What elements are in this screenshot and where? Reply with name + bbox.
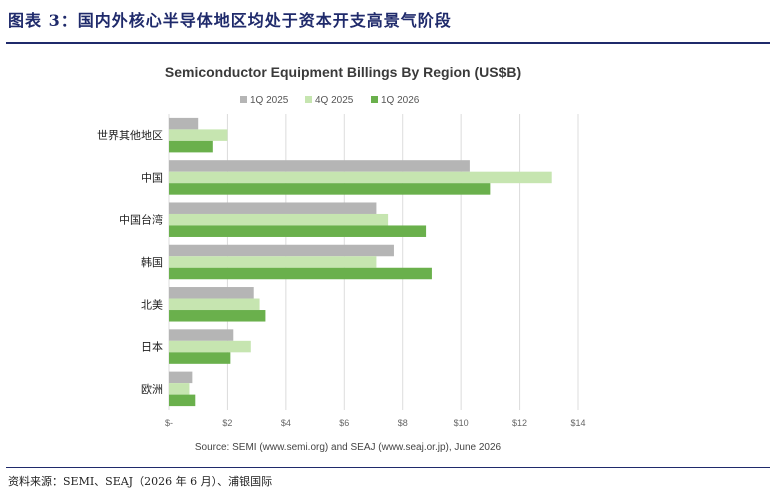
bar <box>169 140 213 153</box>
bar <box>169 352 231 364</box>
bar <box>169 371 193 384</box>
top-divider <box>6 42 770 44</box>
bar <box>169 394 196 407</box>
category-label: 北美 <box>141 298 163 311</box>
category-label: 世界其他地区 <box>97 129 163 142</box>
category-label: 中国台湾 <box>119 213 163 227</box>
bar <box>169 225 427 237</box>
category-label: 中国 <box>141 171 163 184</box>
figure-title: 图表 3：国内外核心半导体地区均处于资本开支高景气阶段 <box>8 11 452 30</box>
x-tick-label: $8 <box>398 418 408 428</box>
bar <box>169 340 251 353</box>
bar <box>169 171 552 184</box>
chart-title: Semiconductor Equipment Billings By Regi… <box>165 64 521 80</box>
bar <box>169 183 491 195</box>
bar <box>169 310 266 322</box>
bar <box>169 160 470 172</box>
x-tick-label: $12 <box>512 418 527 428</box>
bar <box>169 298 260 311</box>
category-label: 日本 <box>141 340 163 354</box>
bar <box>169 129 228 141</box>
x-tick-label: $10 <box>454 418 469 428</box>
legend-swatch <box>371 96 378 103</box>
figure-source: 资料来源：SEMI、SEAJ（2026 年 6 月）、浦银国际 <box>8 475 273 488</box>
legend-swatch <box>305 96 312 103</box>
x-tick-label: $2 <box>222 418 232 428</box>
x-tick-label: $- <box>165 418 173 428</box>
legend-label: 1Q 2025 <box>250 95 289 106</box>
x-tick-label: $14 <box>570 418 585 428</box>
chart-source-note: Source: SEMI (www.semi.org) and SEAJ (ww… <box>195 442 502 453</box>
bar <box>169 383 190 395</box>
bar <box>169 256 377 268</box>
bottom-divider <box>6 467 770 468</box>
bar <box>169 267 432 280</box>
chart-legend: 1Q 2025 4Q 2025 1Q 2026 <box>240 95 420 106</box>
bar <box>169 244 394 257</box>
legend-label: 1Q 2026 <box>381 95 420 106</box>
x-tick-label: $4 <box>281 418 291 428</box>
bar <box>169 213 389 226</box>
legend-swatch <box>240 96 247 103</box>
bar <box>169 287 254 299</box>
chart-bars <box>169 117 552 407</box>
category-label: 韩国 <box>141 255 163 269</box>
x-tick-label: $6 <box>339 418 349 428</box>
x-axis-ticks: $- $2 $4 $6 $8 $10 $12 $14 <box>165 418 586 428</box>
legend-label: 4Q 2025 <box>315 95 354 106</box>
category-label: 欧洲 <box>141 383 163 396</box>
bar <box>169 202 377 214</box>
bar <box>169 117 199 130</box>
bar <box>169 329 234 341</box>
